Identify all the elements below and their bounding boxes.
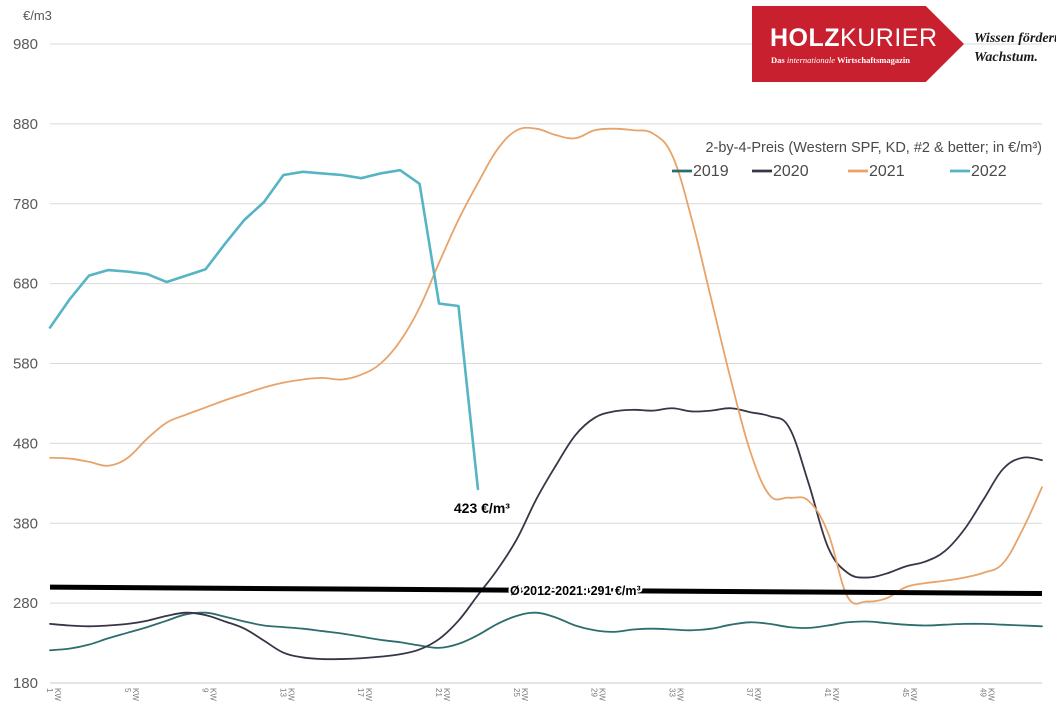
x-tick-number: 45 bbox=[901, 688, 910, 697]
series-line-2020 bbox=[49, 407, 1043, 661]
x-axis-tick-label: 9 KW bbox=[201, 688, 218, 701]
series-line-2019 bbox=[49, 611, 1043, 652]
y-axis-tick-label: 280 bbox=[13, 595, 38, 612]
x-axis-tick-label: 1 KW bbox=[45, 688, 62, 701]
x-tick-number: 1 bbox=[45, 688, 54, 693]
x-tick-number: 49 bbox=[979, 688, 988, 697]
logo-subtitle-pre: Das bbox=[771, 55, 787, 65]
x-tick-kw: KW bbox=[209, 688, 218, 701]
x-tick-kw: KW bbox=[753, 688, 762, 701]
logo-word-bold: HOLZ bbox=[770, 24, 841, 52]
x-tick-kw: KW bbox=[520, 688, 529, 701]
legend-label-2019: 2019 bbox=[693, 163, 729, 180]
logo-wordmark: HOLZKURIER bbox=[770, 26, 938, 51]
x-tick-number: 41 bbox=[823, 688, 832, 697]
legend-item-2020[interactable]: 2020 bbox=[752, 163, 809, 180]
x-axis-tick-label: 49 KW bbox=[979, 688, 996, 701]
y-axis-tick-label: 980 bbox=[13, 36, 38, 53]
legend-item-2021[interactable]: 2021 bbox=[848, 163, 905, 180]
x-tick-kw: KW bbox=[831, 688, 840, 701]
logo-tagline-line2: Wachstum. bbox=[974, 49, 1038, 65]
x-tick-number: 25 bbox=[512, 688, 521, 697]
x-tick-kw: KW bbox=[442, 688, 451, 701]
logo-tagline: Wissen fördert Wachstum. bbox=[974, 30, 1056, 68]
x-axis-tick-label: 45 KW bbox=[901, 688, 918, 701]
x-axis-tick-label: 37 KW bbox=[745, 688, 762, 701]
legend-label-2022: 2022 bbox=[971, 163, 1007, 180]
y-axis-tick-label: 480 bbox=[13, 435, 38, 452]
x-tick-kw: KW bbox=[909, 688, 918, 701]
x-tick-kw: KW bbox=[675, 688, 684, 701]
legend-item-2022[interactable]: 2022 bbox=[950, 163, 1007, 180]
x-tick-number: 5 bbox=[123, 688, 132, 693]
x-tick-number: 37 bbox=[745, 688, 754, 697]
y-axis-tick-label: 880 bbox=[13, 116, 38, 133]
x-tick-kw: KW bbox=[987, 688, 996, 701]
logo-badge-shape bbox=[752, 6, 964, 82]
average-reference-line bbox=[49, 584, 1043, 597]
holzkurier-logo: HOLZKURIER Das internationale Wirtschaft… bbox=[752, 6, 1056, 82]
x-axis-tick-label: 21 KW bbox=[434, 688, 451, 701]
x-tick-number: 9 bbox=[201, 688, 210, 693]
logo-subtitle-post: Wirtschaftsmagazin bbox=[835, 55, 911, 65]
x-axis-tick-label: 5 KW bbox=[123, 688, 140, 701]
y-axis-tick-label: 780 bbox=[13, 196, 38, 213]
y-axis-unit-label: €/m3 bbox=[23, 8, 52, 23]
x-axis-tick-label: 17 KW bbox=[356, 688, 373, 701]
x-tick-number: 33 bbox=[667, 688, 676, 697]
y-axis-tick-label: 380 bbox=[13, 515, 38, 532]
x-tick-kw: KW bbox=[131, 688, 140, 701]
legend-label-2021: 2021 bbox=[869, 163, 905, 180]
average-line-label: Ø 2012-2021: 291 €/m³ bbox=[510, 584, 641, 598]
series-line-2022 bbox=[48, 168, 480, 491]
x-tick-kw: KW bbox=[53, 688, 62, 701]
x-tick-number: 21 bbox=[434, 688, 443, 697]
x-axis-tick-label: 13 KW bbox=[278, 688, 295, 701]
legend-title: 2-by-4-Preis (Western SPF, KD, #2 & bett… bbox=[705, 140, 1042, 156]
legend-label-2020: 2020 bbox=[773, 163, 809, 180]
legend-item-2019[interactable]: 2019 bbox=[672, 163, 729, 180]
x-axis-tick-label: 33 KW bbox=[667, 688, 684, 701]
last-value-annotation: 423 €/m³ bbox=[454, 500, 510, 516]
logo-badge bbox=[752, 6, 964, 82]
x-tick-kw: KW bbox=[598, 688, 607, 701]
y-axis-tick-label: 680 bbox=[13, 276, 38, 293]
x-tick-number: 13 bbox=[278, 688, 287, 697]
logo-subtitle-italic: internationale bbox=[786, 55, 835, 65]
x-tick-number: 17 bbox=[356, 688, 365, 697]
x-tick-number: 29 bbox=[590, 688, 599, 697]
x-tick-kw: KW bbox=[286, 688, 295, 701]
x-tick-kw: KW bbox=[364, 688, 373, 701]
y-axis-tick-label: 180 bbox=[13, 675, 38, 692]
logo-word-light: KURIER bbox=[840, 24, 938, 52]
logo-subtitle: Das internationale Wirtschaftsmagazin bbox=[771, 55, 910, 65]
x-axis-tick-label: 25 KW bbox=[512, 688, 529, 701]
x-axis-tick-label: 41 KW bbox=[823, 688, 840, 701]
logo-tagline-line1: Wissen fördert bbox=[974, 31, 1056, 46]
x-axis-tick-label: 29 KW bbox=[590, 688, 607, 701]
y-axis-tick-label: 580 bbox=[13, 356, 38, 373]
series-line-2021 bbox=[49, 126, 1043, 605]
